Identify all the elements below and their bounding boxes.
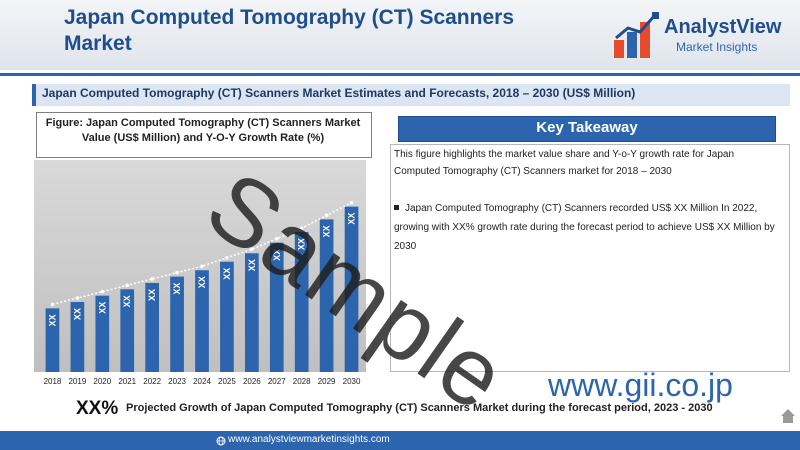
- x-tick-2023: 2023: [168, 377, 186, 386]
- bar-2025: [220, 261, 234, 372]
- x-tick-2029: 2029: [318, 377, 336, 386]
- growth-point-2027: [274, 236, 279, 241]
- bar-label-2024: XX: [197, 276, 207, 288]
- x-tick-2020: 2020: [93, 377, 111, 386]
- growth-point-2024: [200, 264, 204, 269]
- key-takeaway-title: Key Takeaway: [536, 119, 638, 136]
- bar-label-2023: XX: [172, 283, 182, 295]
- bar-label-2018: XX: [47, 314, 57, 326]
- analystview-logo-icon: [614, 12, 659, 58]
- footer-website[interactable]: www.analystviewmarketinsights.com: [228, 434, 390, 445]
- x-tick-2026: 2026: [243, 377, 261, 386]
- logo-name: AnalystView: [664, 16, 782, 38]
- footer-band: [0, 431, 800, 450]
- growth-point-2025: [225, 255, 229, 260]
- bar-2029: [319, 219, 334, 372]
- bar-2019: [70, 302, 85, 372]
- growth-point-2029: [324, 213, 329, 218]
- growth-point-2019: [75, 296, 80, 300]
- bar-label-2021: XX: [122, 295, 132, 307]
- bar-2028: [294, 232, 309, 372]
- bar-label-2027: XX: [272, 249, 282, 261]
- x-tick-2028: 2028: [293, 377, 311, 386]
- bar-label-2020: XX: [97, 302, 107, 314]
- bar-label-2029: XX: [322, 225, 332, 237]
- x-tick-2018: 2018: [44, 377, 62, 386]
- growth-point-2026: [250, 247, 254, 252]
- projected-growth-value: XX%: [76, 398, 119, 419]
- figure-title: Figure: Japan Computed Tomography (CT) S…: [45, 117, 361, 144]
- key-takeaway-panel: [390, 144, 790, 372]
- header-divider: [0, 73, 800, 76]
- x-tick-2024: 2024: [193, 377, 211, 386]
- projected-growth-text: Projected Growth of Japan Computed Tomog…: [126, 402, 713, 414]
- bar-2022: [145, 282, 160, 372]
- growth-point-2021: [125, 283, 130, 288]
- gii-url[interactable]: www.gii.co.jp: [548, 367, 733, 403]
- growth-point-2028: [299, 226, 304, 230]
- growth-point-2018: [50, 302, 55, 307]
- growth-point-2020: [100, 289, 105, 294]
- home-icon[interactable]: [780, 408, 796, 424]
- bullet-dot-icon: [394, 205, 399, 211]
- bar-2024: [195, 270, 209, 372]
- x-tick-2027: 2027: [268, 377, 286, 386]
- page-title: Japan Computed Tomography (CT) Scanners …: [64, 6, 514, 55]
- key-takeaway-bullet-text: Japan Computed Tomography (CT) Scanners …: [394, 203, 775, 252]
- logo-subtitle: Market Insights: [676, 40, 758, 54]
- key-takeaway-bullet: Japan Computed Tomography (CT) Scanners …: [394, 199, 779, 256]
- x-tick-2022: 2022: [143, 377, 161, 386]
- subtitle-band: [32, 84, 790, 106]
- bar-2026: [244, 253, 259, 372]
- growth-point-2023: [175, 270, 179, 275]
- bar-label-2026: XX: [247, 259, 257, 271]
- bar-label-2022: XX: [147, 289, 157, 301]
- x-tick-2021: 2021: [118, 377, 136, 386]
- bar-label-2030: XX: [347, 213, 357, 225]
- bar-label-2028: XX: [297, 238, 307, 250]
- bar-2020: [95, 295, 110, 372]
- bar-label-2019: XX: [72, 308, 82, 320]
- globe-icon: [216, 436, 226, 446]
- x-tick-2025: 2025: [218, 377, 236, 386]
- chart-subtitle: Japan Computed Tomography (CT) Scanners …: [42, 86, 636, 100]
- bar-2027: [269, 242, 284, 372]
- growth-point-2022: [150, 277, 154, 281]
- key-takeaway-paragraph: This figure highlights the market value …: [394, 149, 735, 177]
- bar-2018: [45, 308, 60, 372]
- key-takeaway-header: [398, 116, 776, 142]
- bar-2030: [344, 206, 359, 372]
- bar-2021: [120, 289, 135, 372]
- growth-point-2030: [349, 200, 354, 205]
- bar-label-2025: XX: [222, 268, 232, 280]
- x-tick-2030: 2030: [343, 377, 361, 386]
- x-tick-2019: 2019: [68, 377, 86, 386]
- bar-2023: [170, 276, 184, 372]
- bar-chart: XX XX XX XX XX XX XX XX XX XX XX XX XX 2018 2019 2020 2…: [34, 160, 366, 386]
- header-band: [0, 0, 800, 70]
- figure-title-box: [36, 112, 372, 158]
